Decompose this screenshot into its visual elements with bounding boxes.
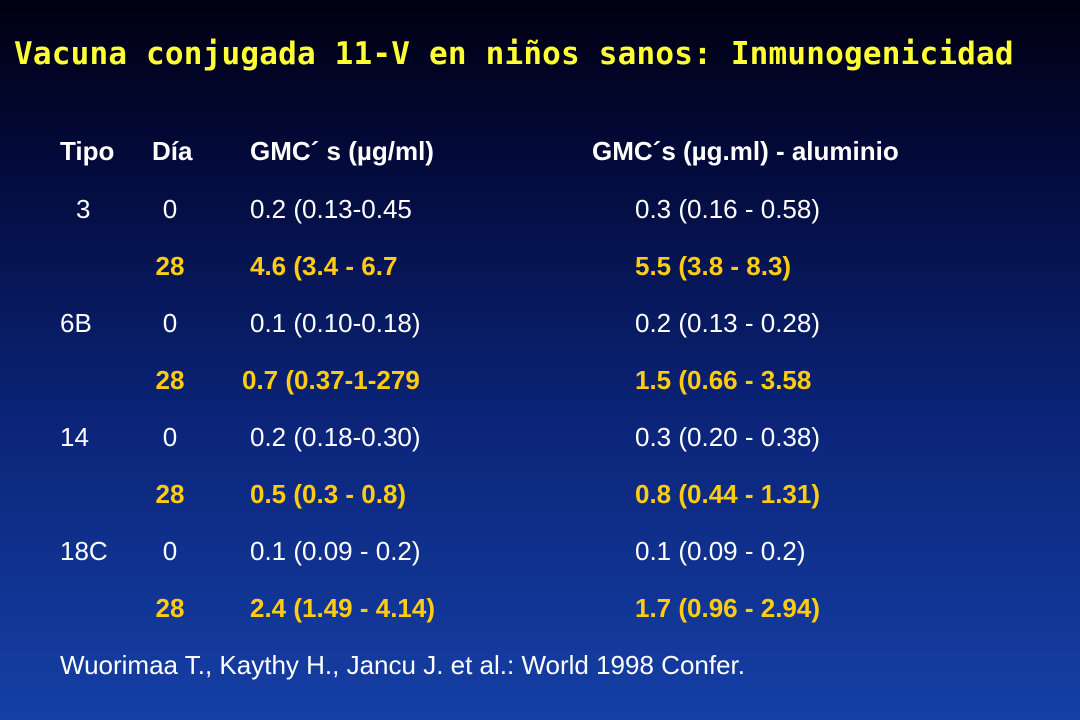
slide-title: Vacuna conjugada 11-V en niños sanos: In… [14,36,1014,72]
cell-dia: 0 [162,194,178,224]
table-row: 28 4.6 (3.4 - 6.7 5.5 (3.8 - 8.3) [0,253,1080,283]
header-gmc: GMC´ s (µg/ml) [250,136,434,166]
cell-dia: 28 [155,479,185,509]
cell-gmc: 2.4 (1.49 - 4.14) [250,593,435,623]
table-row: 3 0 0.2 (0.13-0.45 0.3 (0.16 - 0.58) [0,196,1080,226]
cell-gmc-aluminio: 1.5 (0.66 - 3.58 [635,365,812,395]
table-row: 18C 0 0.1 (0.09 - 0.2) 0.1 (0.09 - 0.2) [0,538,1080,568]
table-row: 28 0.5 (0.3 - 0.8) 0.8 (0.44 - 1.31) [0,481,1080,511]
table-row: 28 0.7 (0.37-1-279 1.5 (0.66 - 3.58 [0,367,1080,397]
cell-tipo: 3 [76,194,91,224]
cell-dia: 28 [155,593,185,623]
header-dia: Día [152,136,193,166]
citation-footer: Wuorimaa T., Kaythy H., Jancu J. et al.:… [60,650,745,680]
cell-gmc-aluminio: 0.3 (0.16 - 0.58) [635,194,820,224]
cell-gmc: 4.6 (3.4 - 6.7 [250,251,398,281]
header-gmc-aluminio: GMC´s (µg.ml) - aluminio [592,136,899,166]
cell-gmc: 0.7 (0.37-1-279 [242,365,420,395]
cell-dia: 0 [162,308,178,338]
cell-gmc: 0.1 (0.09 - 0.2) [250,536,421,566]
cell-gmc: 0.1 (0.10-0.18) [250,308,421,338]
cell-tipo: 6B [60,308,92,338]
cell-tipo: 14 [60,422,89,452]
cell-dia: 0 [162,536,178,566]
cell-gmc-aluminio: 0.2 (0.13 - 0.28) [635,308,820,338]
cell-dia: 28 [155,251,185,281]
cell-tipo: 18C [60,536,108,566]
cell-gmc: 0.2 (0.13-0.45 [250,194,412,224]
table-row: 6B 0 0.1 (0.10-0.18) 0.2 (0.13 - 0.28) [0,310,1080,340]
cell-gmc: 0.2 (0.18-0.30) [250,422,421,452]
cell-gmc-aluminio: 1.7 (0.96 - 2.94) [635,593,820,623]
cell-gmc-aluminio: 0.1 (0.09 - 0.2) [635,536,806,566]
table-row: 28 2.4 (1.49 - 4.14) 1.7 (0.96 - 2.94) [0,595,1080,625]
cell-gmc-aluminio: 0.3 (0.20 - 0.38) [635,422,820,452]
header-tipo: Tipo [60,136,115,166]
cell-gmc: 0.5 (0.3 - 0.8) [250,479,407,509]
cell-gmc-aluminio: 5.5 (3.8 - 8.3) [635,251,792,281]
cell-dia: 28 [155,365,185,395]
cell-dia: 0 [162,422,178,452]
cell-gmc-aluminio: 0.8 (0.44 - 1.31) [635,479,820,509]
table-row: 14 0 0.2 (0.18-0.30) 0.3 (0.20 - 0.38) [0,424,1080,454]
